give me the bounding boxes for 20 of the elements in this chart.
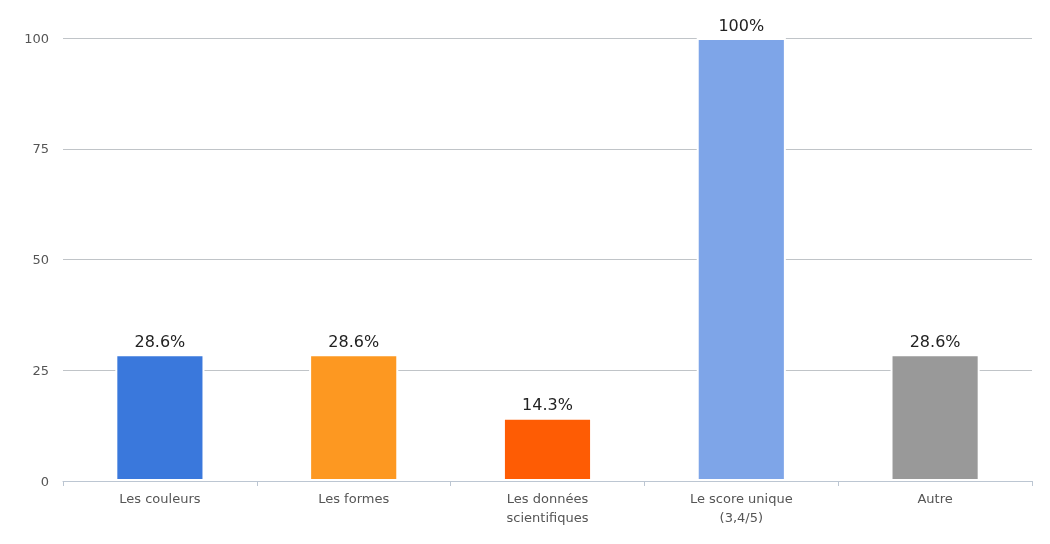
bar: [696, 38, 786, 481]
data-label: 28.6%: [909, 331, 961, 351]
y-tick-label: 50: [32, 252, 49, 267]
x-tick-label: Les données scientifiques: [506, 491, 589, 525]
y-tick-label: 75: [32, 141, 49, 157]
data-label: 28.6%: [328, 331, 380, 351]
x-tick-label: Autre: [917, 491, 953, 506]
y-tick-label: 100: [24, 30, 49, 46]
y-tick-label: 0: [40, 473, 49, 489]
x-tick-label: Le score unique (3,4/5): [689, 491, 793, 525]
bar: [309, 354, 399, 481]
bar: [115, 354, 205, 481]
bar: [890, 354, 980, 481]
bar: [502, 417, 593, 481]
x-tick-label: Les couleurs: [119, 491, 201, 506]
data-label: 28.6%: [134, 331, 186, 351]
data-label: 14.3%: [522, 395, 573, 415]
data-label: 100%: [718, 15, 765, 35]
x-tick-label: Les formes: [318, 491, 390, 506]
y-tick-label: 25: [32, 362, 49, 378]
